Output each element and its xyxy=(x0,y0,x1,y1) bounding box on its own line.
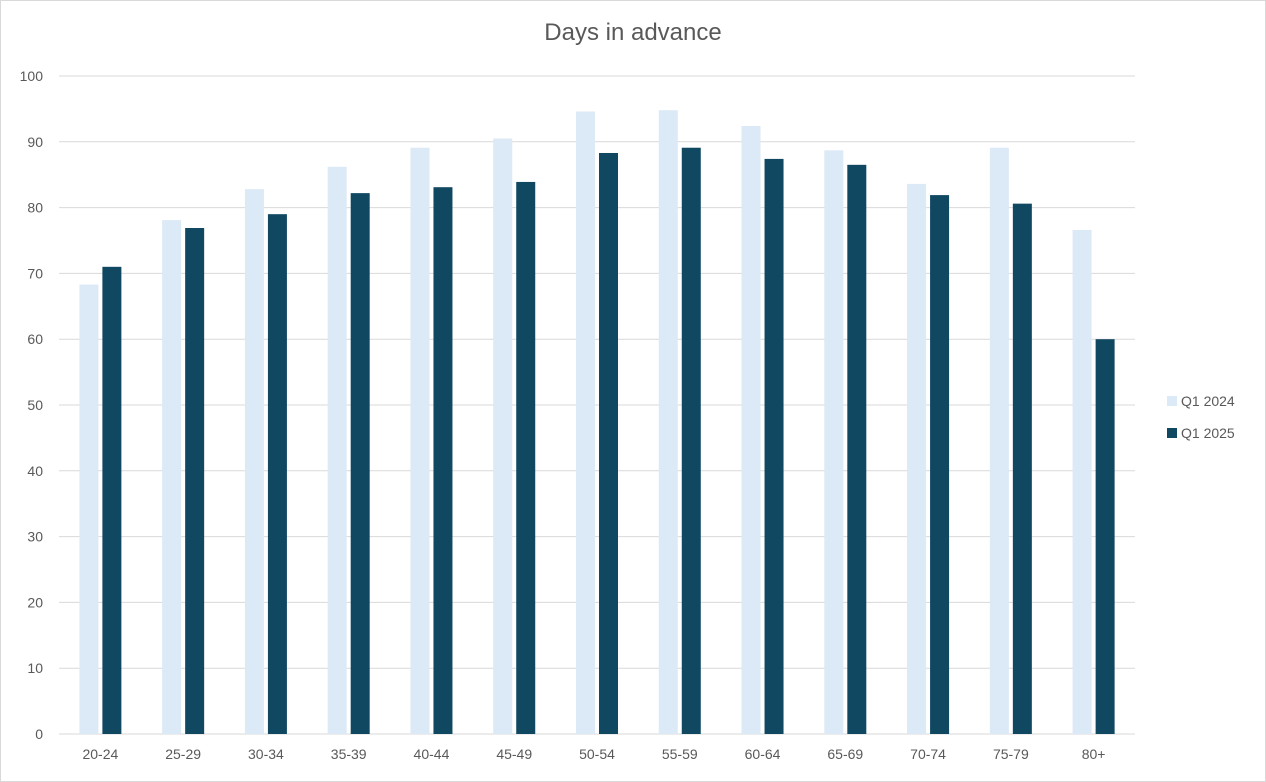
bar-q1-2025-65-69 xyxy=(847,164,867,734)
bar-q1-2024-70-74 xyxy=(907,183,927,735)
y-tick-label-50: 50 xyxy=(27,397,43,413)
x-tick-label-40-44: 40-44 xyxy=(414,746,450,762)
y-tick-label-40: 40 xyxy=(27,463,43,479)
bar-q1-2025-70-74 xyxy=(930,195,950,734)
bar-q1-2024-60-64 xyxy=(741,126,761,735)
bar-q1-2024-75-79 xyxy=(989,147,1009,735)
bar-q1-2025-55-59 xyxy=(681,147,701,735)
legend-label-q1-2024: Q1 2024 xyxy=(1181,393,1235,409)
x-tick-label-35-39: 35-39 xyxy=(331,746,367,762)
bar-q1-2024-30-34 xyxy=(244,189,264,734)
bar-q1-2025-30-34 xyxy=(267,214,287,734)
bar-q1-2025-60-64 xyxy=(764,158,784,734)
bar-q1-2025-80 xyxy=(1095,339,1115,734)
bar-q1-2025-20-24 xyxy=(102,266,122,734)
bar-q1-2024-45-49 xyxy=(493,138,513,734)
bar-q1-2024-65-69 xyxy=(824,150,844,734)
bar-q1-2024-40-44 xyxy=(410,147,430,735)
x-tick-label-20-24: 20-24 xyxy=(82,746,118,762)
x-tick-label-80: 80+ xyxy=(1082,746,1106,762)
y-tick-label-60: 60 xyxy=(27,331,43,347)
bar-q1-2024-25-29 xyxy=(162,220,182,735)
bar-q1-2025-25-29 xyxy=(185,227,205,735)
x-tick-label-25-29: 25-29 xyxy=(165,746,201,762)
y-tick-label-70: 70 xyxy=(27,265,43,281)
legend-swatch-q1-2025 xyxy=(1167,428,1177,438)
chart-title: Days in advance xyxy=(544,19,722,46)
bar-q1-2025-40-44 xyxy=(433,187,453,734)
x-tick-label-30-34: 30-34 xyxy=(248,746,284,762)
y-tick-label-80: 80 xyxy=(27,200,43,216)
x-tick-label-60-64: 60-64 xyxy=(745,746,781,762)
bar-q1-2025-35-39 xyxy=(350,193,370,734)
y-tick-label-100: 100 xyxy=(20,68,44,84)
bar-q1-2024-20-24 xyxy=(79,284,99,734)
legend-item-q1-2024: Q1 2024 xyxy=(1167,391,1235,411)
bar-q1-2024-35-39 xyxy=(327,166,347,734)
bar-q1-2025-45-49 xyxy=(516,181,536,735)
x-tick-label-55-59: 55-59 xyxy=(662,746,698,762)
bar-q1-2025-75-79 xyxy=(1012,203,1032,735)
x-tick-label-50-54: 50-54 xyxy=(579,746,615,762)
legend-label-q1-2025: Q1 2025 xyxy=(1181,425,1235,441)
bar-q1-2024-50-54 xyxy=(576,111,595,735)
y-tick-label-10: 10 xyxy=(27,660,43,676)
legend: Q1 2024 Q1 2025 xyxy=(1167,391,1235,455)
bar-q1-2024-55-59 xyxy=(658,110,678,734)
x-tick-label-65-69: 65-69 xyxy=(827,746,863,762)
legend-swatch-q1-2024 xyxy=(1167,396,1177,406)
y-tick-label-0: 0 xyxy=(35,726,43,742)
bar-q1-2024-80 xyxy=(1072,229,1092,735)
y-tick-label-90: 90 xyxy=(27,134,43,150)
x-tick-label-70-74: 70-74 xyxy=(910,746,946,762)
x-tick-label-75-79: 75-79 xyxy=(993,746,1029,762)
legend-item-q1-2025: Q1 2025 xyxy=(1167,423,1235,443)
bar-q1-2025-50-54 xyxy=(599,152,618,735)
y-tick-label-20: 20 xyxy=(27,594,43,610)
x-tick-label-45-49: 45-49 xyxy=(496,746,532,762)
y-tick-label-30: 30 xyxy=(27,529,43,545)
